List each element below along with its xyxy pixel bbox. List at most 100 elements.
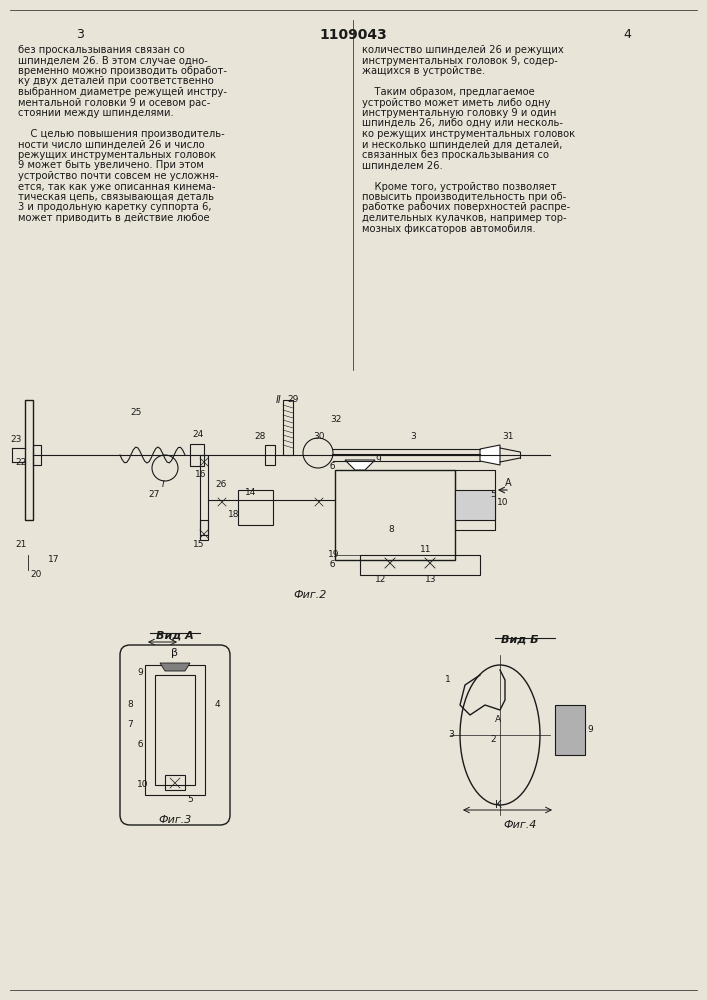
Text: 17: 17: [48, 555, 59, 564]
Text: 25: 25: [130, 408, 141, 417]
Text: 3: 3: [76, 28, 84, 41]
Text: стоянии между шпинделями.: стоянии между шпинделями.: [18, 108, 174, 118]
Bar: [360, 555, 480, 575]
Text: 28: 28: [254, 432, 265, 441]
Text: 9: 9: [375, 455, 381, 464]
Text: связанных без проскальзывания со: связанных без проскальзывания со: [362, 150, 549, 160]
Text: тическая цепь, связывающая деталь: тическая цепь, связывающая деталь: [18, 192, 214, 202]
Text: Вид Б: Вид Б: [501, 635, 539, 645]
Text: б: б: [138, 740, 144, 749]
Text: режущих инструментальных головок: режущих инструментальных головок: [18, 150, 216, 160]
Text: 29: 29: [287, 395, 298, 404]
Text: 32: 32: [330, 415, 341, 424]
Text: 4: 4: [623, 28, 631, 41]
Text: ко режущих инструментальных головок: ко режущих инструментальных головок: [362, 129, 575, 139]
Text: I: I: [162, 480, 165, 489]
Text: 7: 7: [127, 720, 133, 729]
Text: выбранном диаметре режущей инстру-: выбранном диаметре режущей инстру-: [18, 87, 227, 97]
Text: 27: 27: [148, 490, 159, 499]
Text: 24: 24: [192, 430, 203, 439]
Text: Таким образом, предлагаемое: Таким образом, предлагаемое: [362, 87, 534, 97]
Bar: [238, 490, 273, 525]
Text: 9: 9: [587, 725, 592, 734]
Text: и несколько шпинделей для деталей,: и несколько шпинделей для деталей,: [362, 139, 562, 149]
Text: 18: 18: [228, 510, 240, 519]
Text: повысить производительность при об-: повысить производительность при об-: [362, 192, 566, 202]
Polygon shape: [345, 460, 375, 470]
Bar: [265, 445, 275, 465]
Polygon shape: [160, 663, 190, 671]
Text: 2: 2: [490, 735, 496, 744]
Text: 20: 20: [30, 570, 42, 579]
Text: 14: 14: [245, 488, 257, 497]
Text: 23: 23: [10, 435, 21, 444]
Text: 26: 26: [215, 480, 226, 489]
Text: β: β: [172, 648, 178, 658]
Text: 22: 22: [15, 458, 26, 467]
Text: 31: 31: [502, 432, 513, 441]
Bar: [155, 675, 195, 785]
Text: 1109043: 1109043: [319, 28, 387, 42]
Text: 12: 12: [375, 575, 386, 584]
Text: мозных фиксаторов автомобиля.: мозных фиксаторов автомобиля.: [362, 224, 536, 233]
Text: ности число шпинделей 26 и число: ности число шпинделей 26 и число: [18, 139, 204, 149]
Text: 5: 5: [490, 490, 496, 499]
Text: б: б: [330, 462, 336, 471]
Text: 9 может быть увеличено. При этом: 9 может быть увеличено. При этом: [18, 160, 204, 170]
Text: 4: 4: [215, 700, 221, 709]
Bar: [455, 490, 495, 520]
Text: 11: 11: [420, 545, 431, 554]
Text: 10: 10: [137, 780, 148, 789]
Text: 3: 3: [448, 730, 454, 739]
Text: A: A: [505, 478, 512, 488]
Bar: [33, 445, 41, 465]
Text: Фиг.2: Фиг.2: [293, 590, 327, 600]
Text: может приводить в действие любое: может приводить в действие любое: [18, 213, 209, 223]
Text: устройство может иметь либо одну: устройство может иметь либо одну: [362, 98, 550, 107]
Bar: [283, 400, 293, 455]
Text: 16: 16: [195, 470, 206, 479]
Text: шпинделем 26.: шпинделем 26.: [362, 160, 443, 170]
Text: инструментальную головку 9 и один: инструментальную головку 9 и один: [362, 108, 556, 118]
Bar: [145, 665, 205, 795]
Text: работке рабочих поверхностей распре-: работке рабочих поверхностей распре-: [362, 202, 571, 213]
Polygon shape: [480, 445, 500, 465]
Text: 5: 5: [187, 795, 193, 804]
Text: инструментальных головок 9, содер-: инструментальных головок 9, содер-: [362, 55, 558, 66]
Text: количество шпинделей 26 и режущих: количество шпинделей 26 и режущих: [362, 45, 563, 55]
Bar: [455, 470, 495, 530]
Text: Фиг.3: Фиг.3: [158, 815, 192, 825]
Bar: [25, 400, 33, 520]
Text: 13: 13: [425, 575, 436, 584]
Text: 15: 15: [193, 540, 204, 549]
Text: б: б: [330, 560, 336, 569]
Text: 8: 8: [127, 700, 133, 709]
Text: 1: 1: [445, 675, 451, 684]
Text: Фиг.4: Фиг.4: [503, 820, 537, 830]
Text: делительных кулачков, например тор-: делительных кулачков, например тор-: [362, 213, 566, 223]
Bar: [200, 455, 208, 535]
Text: без проскальзывания связан со: без проскальзывания связан со: [18, 45, 185, 55]
Text: A: A: [495, 715, 501, 724]
Bar: [200, 520, 208, 540]
Text: шпинделем 26. В этом случае одно-: шпинделем 26. В этом случае одно-: [18, 55, 208, 66]
Bar: [165, 775, 185, 790]
Text: 9: 9: [137, 668, 143, 677]
Text: устройство почти совсем не усложня-: устройство почти совсем не усложня-: [18, 171, 218, 181]
Text: временно можно производить обработ-: временно можно производить обработ-: [18, 66, 227, 76]
Text: 3 и продольную каретку суппорта 6,: 3 и продольную каретку суппорта 6,: [18, 202, 211, 213]
Text: Кроме того, устройство позволяет: Кроме того, устройство позволяет: [362, 182, 556, 192]
Bar: [335, 470, 455, 560]
Text: 10: 10: [497, 498, 508, 507]
Text: Вид А: Вид А: [156, 630, 194, 640]
Text: 19: 19: [328, 550, 339, 559]
Text: 3: 3: [410, 432, 416, 441]
Text: II: II: [276, 395, 282, 405]
Text: 21: 21: [15, 540, 26, 549]
Text: С целью повышения производитель-: С целью повышения производитель-: [18, 129, 225, 139]
Text: 30: 30: [313, 432, 325, 441]
Text: ментальной головки 9 и осевом рас-: ментальной головки 9 и осевом рас-: [18, 98, 211, 107]
Bar: [555, 705, 585, 755]
Text: 8: 8: [388, 525, 394, 534]
Text: ется, так как уже описанная кинема-: ется, так как уже описанная кинема-: [18, 182, 216, 192]
